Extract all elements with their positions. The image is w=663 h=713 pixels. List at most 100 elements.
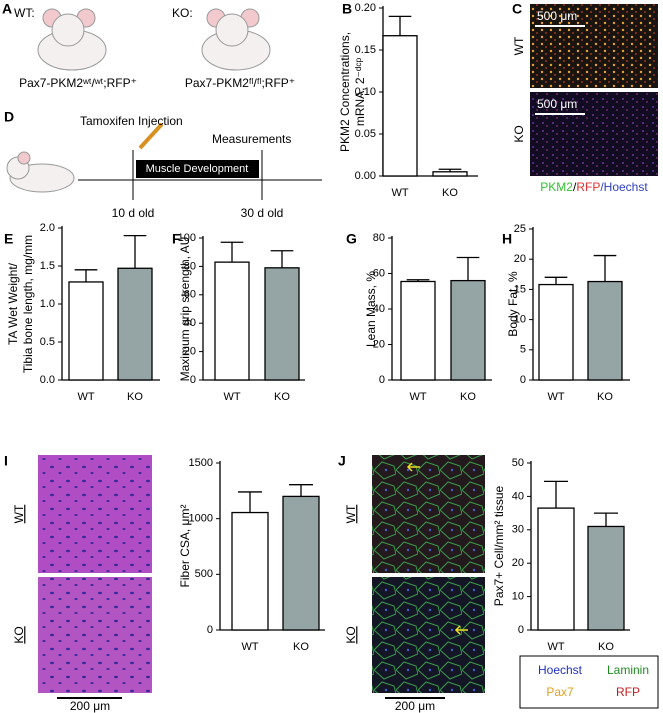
y-tick-label: 0	[520, 374, 526, 386]
micrograph-texture	[38, 455, 152, 573]
row-label: WT	[344, 504, 358, 523]
row-label: WT	[512, 36, 526, 55]
stain: /Hoechst	[600, 180, 648, 194]
y-axis-label: mRNA, 2⁻ᵈᶜᵖ	[353, 57, 367, 126]
x-tick-label: KO	[293, 641, 309, 653]
panel-letter: B	[342, 1, 352, 17]
genotype: Pax7-PKM2ʷᵗ/ʷᵗ;RFP⁺	[19, 76, 137, 90]
y-tick-label: 500	[195, 568, 213, 580]
bar	[282, 495, 320, 631]
panel-c: 500 μm 500 μm WT KO PKM2/RFP/Hoechst	[512, 4, 658, 194]
bar	[68, 281, 104, 381]
scale-label: 200 μm	[70, 699, 110, 713]
bar	[587, 525, 625, 631]
genotype: Pax7-PKM2ᶠˡ/ᶠˡ;RFP⁺	[185, 76, 295, 90]
y-tick-label: 25	[514, 223, 526, 235]
panel-letters: A B C D E F G H I J	[2, 1, 522, 469]
x-tick-label: KO	[274, 391, 290, 403]
y-tick-label: 10	[514, 314, 526, 326]
bar	[214, 261, 250, 381]
scale-label: 500 μm	[537, 9, 577, 23]
y-tick-label: 1.0	[40, 298, 55, 310]
panel-letter: C	[512, 1, 522, 17]
bar	[450, 279, 486, 381]
panel-j: WT KO 200 μm Hoechst Laminin Pax7 RFP	[344, 455, 659, 713]
wt-tag: WT:	[14, 6, 35, 20]
y-tick-label: 0.10	[355, 86, 376, 98]
x-tick-label: WT	[77, 391, 94, 403]
bar	[264, 267, 300, 381]
y-tick-label: 60	[184, 289, 196, 301]
y-axis-label: Maximum grip strength, AU	[178, 237, 192, 382]
panel-letter: J	[338, 453, 346, 469]
x-tick-label: WT	[409, 391, 426, 403]
x-tick-label: KO	[460, 391, 476, 403]
y-tick-label: 20	[373, 338, 385, 350]
bar	[400, 280, 436, 381]
row-label: KO	[512, 125, 526, 142]
bar	[432, 171, 468, 177]
stain-legend-box	[519, 655, 659, 709]
x-tick-label: WT	[223, 391, 240, 403]
phase-label: Muscle Development	[146, 163, 249, 175]
x-tick-label: KO	[598, 641, 614, 653]
panel-letter: I	[4, 453, 8, 469]
y-tick-label: 20	[512, 557, 524, 569]
y-tick-label: 20	[514, 253, 526, 265]
y-tick-label: 80	[373, 232, 385, 244]
y-tick-label: 0.0	[40, 374, 55, 386]
panel-letter: D	[4, 109, 14, 125]
panel-letter: F	[172, 231, 181, 247]
arrow	[454, 625, 468, 635]
age-label: 30 d old	[241, 206, 284, 220]
y-tick-label: 0.15	[355, 44, 376, 56]
panel-i: WT KO 200 μm	[12, 455, 152, 713]
y-axis-label: Body Fat, %	[506, 271, 520, 337]
y-tick-label: 30	[512, 524, 524, 536]
y-axis-label: TA Wet Weight/	[6, 262, 20, 345]
panel-d: Muscle Development Tamoxifen Injection M…	[6, 114, 322, 220]
x-tick-label: WT	[547, 391, 564, 403]
y-tick-label: 80	[184, 260, 196, 272]
y-tick-label: 0	[379, 374, 385, 386]
y-axis-label: Lean Mass, %	[364, 271, 378, 347]
y-tick-label: 0.05	[355, 128, 376, 140]
y-axis-label: Fiber CSA, μm²	[178, 505, 192, 588]
panel-a: WT: KO: Pax7-PKM2ʷᵗ/ʷᵗ;RFP⁺ Pax7-PKM2ᶠˡ/…	[14, 6, 295, 90]
stain: Laminin	[607, 663, 649, 677]
y-tick-label: 10	[512, 591, 524, 603]
ko-tag: KO:	[172, 6, 193, 20]
stain: PKM2	[540, 180, 573, 194]
bar	[537, 507, 575, 631]
separator: /	[573, 180, 577, 194]
y-axis-label: Tibia bone length, mg/mm	[21, 235, 35, 373]
x-tick-label: KO	[597, 391, 613, 403]
age-label: 10 d old	[112, 206, 155, 220]
y-tick-label: 2.0	[40, 222, 55, 234]
row-label: KO	[344, 626, 358, 643]
panel-letter: A	[2, 1, 12, 17]
mouse-icon	[37, 8, 271, 71]
phase-box	[136, 160, 259, 178]
panel-letter: G	[346, 231, 357, 247]
syringe	[138, 122, 164, 150]
y-tick-label: 1.5	[40, 260, 55, 272]
y-tick-label: 0.00	[355, 170, 376, 182]
micrograph-texture	[530, 4, 658, 88]
micrograph-texture	[372, 577, 485, 693]
bar	[231, 511, 269, 631]
y-tick-label: 1500	[189, 457, 213, 469]
bar	[538, 283, 574, 381]
stain: Hoechst	[538, 663, 583, 677]
micrograph-texture	[530, 92, 658, 176]
y-tick-label: 40	[512, 490, 524, 502]
panel-letter: H	[502, 231, 512, 247]
x-tick-label: KO	[127, 391, 143, 403]
row-label: KO	[12, 626, 26, 643]
y-tick-label: 50	[512, 457, 524, 469]
y-axis-label: PKM2 Concentrations,	[338, 32, 352, 152]
y-tick-label: 1000	[189, 513, 213, 525]
arrow	[406, 462, 420, 472]
y-tick-label: 0	[190, 374, 196, 386]
y-tick-label: 20	[184, 346, 196, 358]
